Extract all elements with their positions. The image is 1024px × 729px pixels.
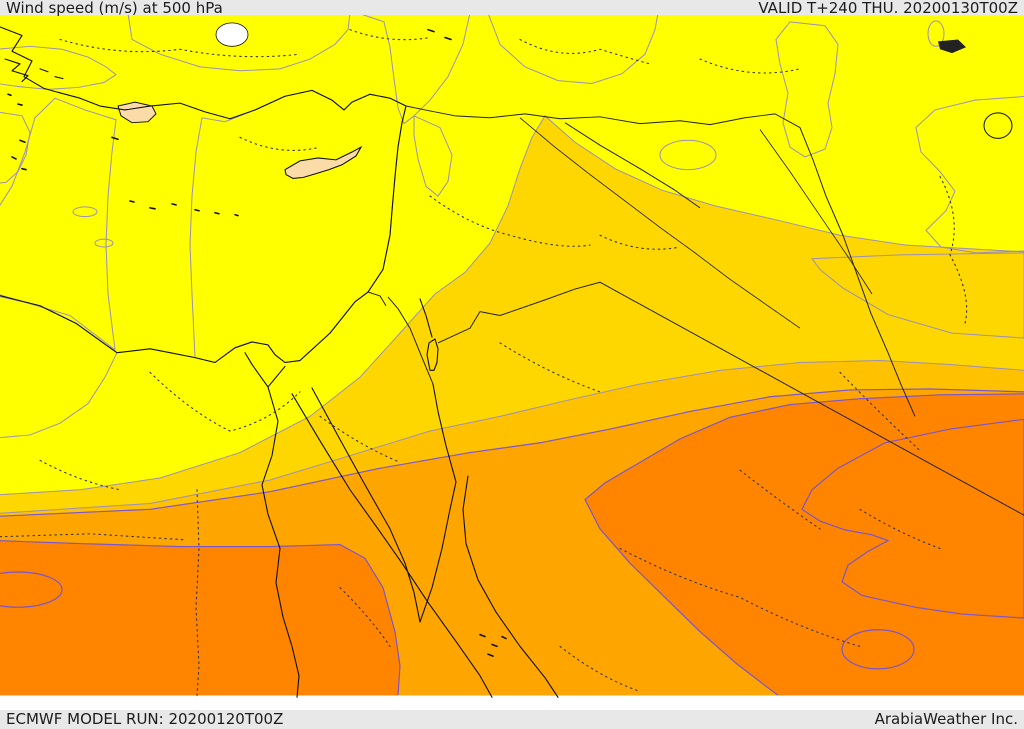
white-aegean-patch (0, 111, 31, 184)
border-iran-west (799, 127, 916, 417)
contour-yellow-gold (0, 115, 1024, 496)
river-nile-and-delta (244, 352, 300, 698)
dotted-border-lines (0, 29, 968, 696)
peach-central-turkey (488, 15, 659, 85)
island-cyprus (284, 145, 363, 180)
peach-oval-mosul (659, 139, 717, 171)
coast-red-sea-east-saudi (462, 475, 559, 698)
gold-blob-marmara (0, 45, 117, 90)
wind-speed-bands (0, 15, 1024, 696)
band-dark-orange-southwest (0, 540, 400, 696)
valid-time-label: VALID T+240 THU. 20200130T00Z (758, 0, 1018, 17)
yellow-island-west-1 (72, 206, 98, 218)
bottom-info-bar: ECMWF MODEL RUN: 20200120T00Z ArabiaWeat… (0, 710, 1024, 729)
coast-red-sea-west (291, 393, 493, 698)
yellow-island-west-2 (94, 238, 114, 248)
coast-sinai-east-aqaba (419, 481, 457, 623)
branding-label: ArabiaWeather Inc. (874, 710, 1018, 728)
band-red-orange-core (0, 571, 63, 608)
gold-oval-lake-urmia (983, 112, 1013, 139)
peach-island-rhodes (117, 101, 157, 124)
border-syria-iraq (564, 122, 701, 209)
contour-dark-orange-southwest (0, 540, 401, 696)
contour-amber-orange (0, 388, 1024, 517)
border-turkey-syria-iraq (405, 105, 801, 128)
lake-van (938, 39, 966, 54)
gold-tongue-syria (413, 115, 453, 197)
white-blob-marmara (215, 22, 249, 47)
contour-gold-amber (0, 360, 1024, 514)
border-jordan-saudi-iraq (437, 281, 1024, 516)
river-euphrates (519, 117, 801, 329)
coastlines (0, 26, 966, 698)
contour-lines (0, 115, 1024, 696)
gold-patch-north-syria (362, 15, 471, 125)
river-tigris (759, 129, 873, 295)
peach-north-turkey-strip (127, 15, 351, 72)
orange-oval-inside-dark (841, 629, 915, 670)
top-title-bar: Wind speed (m/s) at 500 hPa VALID T+240 … (0, 0, 1024, 17)
model-run-label: ECMWF MODEL RUN: 20200120T00Z (6, 710, 284, 728)
map-title: Wind speed (m/s) at 500 hPa (6, 0, 223, 17)
border-israel-jordan-rift (367, 291, 434, 385)
yellow-wedge-northeast (811, 252, 1024, 339)
forecast-map (0, 15, 1024, 698)
coast-marmara-squiggles (4, 58, 64, 83)
coast-sinai-west (311, 387, 421, 623)
dotted-borders (0, 29, 968, 696)
coast-aegean-squiggle (0, 26, 59, 93)
peach-right-edge-region (915, 95, 1024, 254)
country-borders (367, 105, 1024, 516)
band-dark-orange-southeast (585, 393, 1024, 696)
white-blob-northeast (927, 20, 945, 47)
small-islands-specks (7, 28, 507, 657)
coast-africa-levant-turkey (0, 89, 407, 364)
peach-east-turkey-blob (775, 21, 839, 158)
rift-valley-dead-sea (419, 298, 457, 483)
band-deeper-orange-east (801, 418, 1024, 619)
contour-dark-orange-southeast (584, 393, 1024, 696)
